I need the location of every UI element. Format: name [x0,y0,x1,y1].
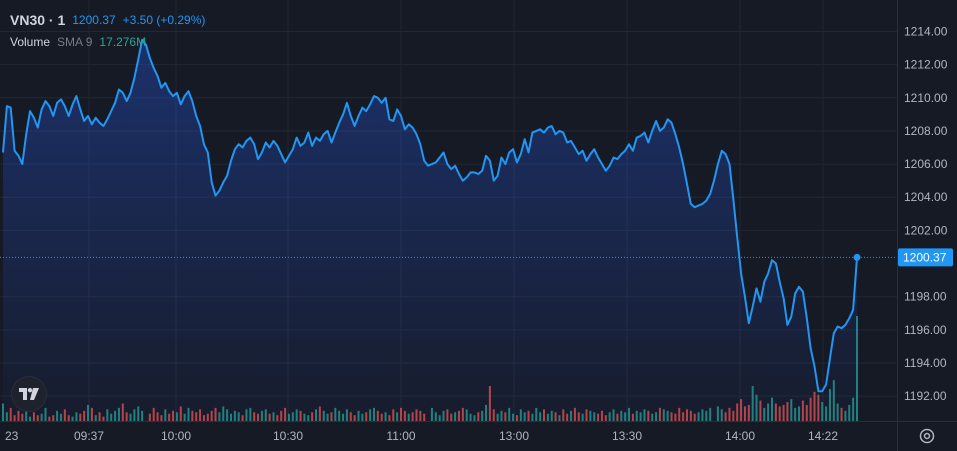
tradingview-logo-icon[interactable] [12,377,46,411]
y-tick-label: 1194.00 [904,356,947,370]
last-price-tag [898,248,953,267]
y-tick-label: 1208.00 [904,124,948,138]
y-tick-label: 1212.00 [904,58,948,72]
x-tick-label: 10:00 [161,429,191,443]
volume-label[interactable]: Volume [10,35,51,49]
x-tick-label: 23 [5,429,19,443]
last-price-label: 1200.37 [72,13,116,27]
y-tick-label: 1210.00 [904,91,948,105]
x-tick-label: 14:22 [808,429,838,443]
y-tick-label: 1196.00 [904,323,947,337]
x-tick-label: 13:30 [612,429,642,443]
price-series-line [2,38,858,393]
legend-price-row: VN30 · 1 1200.37 +3.50 (+0.29%) [10,12,205,28]
legend: VN30 · 1 1200.37 +3.50 (+0.29%) Volume S… [10,12,205,56]
legend-volume-row: Volume SMA 9 17.276M [10,34,205,50]
x-tick-label: 10:30 [273,429,303,443]
y-tick-label: 1206.00 [904,157,948,171]
x-tick-label: 14:00 [725,429,755,443]
symbol-label[interactable]: VN30 · 1 [10,12,66,28]
y-tick-label: 1202.00 [904,223,948,237]
y-tick-label: 1192.00 [904,389,947,403]
y-tick-label: 1204.00 [904,190,948,204]
volume-sma-label: SMA 9 [57,35,93,49]
last-price-dot [853,253,861,261]
gear-icon[interactable] [916,425,938,447]
x-tick-label: 11:00 [386,429,415,443]
price-change-label: +3.50 (+0.29%) [122,13,206,27]
price-area-fill [3,39,857,422]
y-tick-label: 1214.00 [904,24,948,38]
x-tick-label: 09:37 [74,429,104,443]
volume-value: 17.276M [99,35,147,49]
x-tick-label: 13:00 [499,429,529,443]
y-tick-label: 1198.00 [904,290,947,304]
last-price-tag-label: 1200.37 [903,250,947,264]
